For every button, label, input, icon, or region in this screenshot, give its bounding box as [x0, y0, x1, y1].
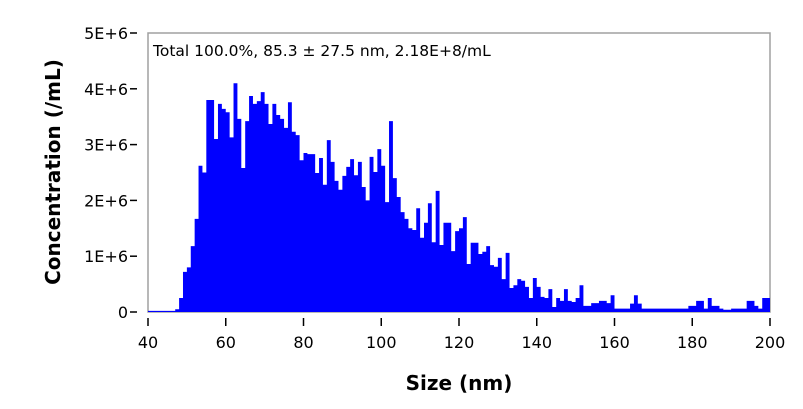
x-tick-label: 80 [293, 333, 313, 352]
x-tick-label: 60 [216, 333, 236, 352]
y-tick-label: 5E+6 [84, 24, 128, 43]
histogram-bars [148, 83, 770, 312]
y-tick-label: 3E+6 [84, 136, 128, 155]
x-tick-label: 160 [599, 333, 630, 352]
histogram-bar-series [148, 83, 770, 312]
y-tick-label: 4E+6 [84, 80, 128, 99]
x-axis-ticks: 40 60 80 100 120 140 160 180 200 [138, 318, 785, 352]
y-tick-label: 2E+6 [84, 191, 128, 210]
x-tick-label: 100 [366, 333, 397, 352]
x-tick-label: 40 [138, 333, 158, 352]
x-tick-label: 140 [521, 333, 552, 352]
y-tick-label: 1E+6 [84, 247, 128, 266]
y-tick-label: 0 [118, 303, 128, 322]
y-axis-title: Concentration (/mL) [41, 59, 65, 285]
x-axis-title: Size (nm) [406, 371, 513, 395]
y-axis-ticks: 0 1E+6 2E+6 3E+6 4E+6 5E+6 [84, 24, 137, 322]
x-tick-label: 180 [677, 333, 708, 352]
x-tick-label: 120 [444, 333, 475, 352]
summary-annotation: Total 100.0%, 85.3 ± 27.5 nm, 2.18E+8/mL [152, 42, 491, 60]
x-tick-label: 200 [755, 333, 786, 352]
